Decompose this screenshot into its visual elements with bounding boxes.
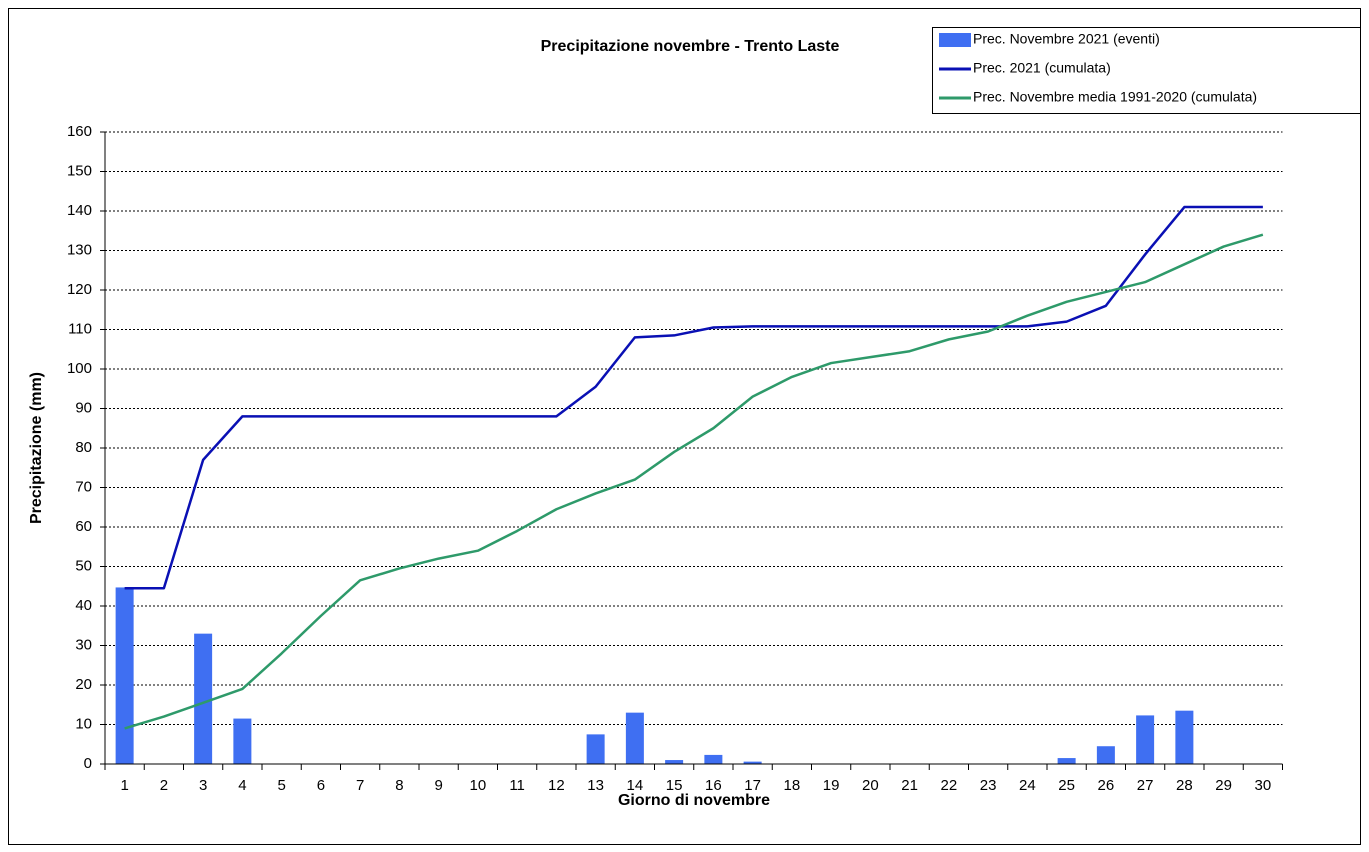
x-tick-label: 14: [627, 777, 644, 794]
bar: [194, 633, 213, 764]
x-tick-label: 13: [587, 777, 604, 794]
x-tick-label: 8: [395, 777, 403, 794]
y-tick-label: 100: [67, 360, 92, 377]
x-tick-label: 22: [941, 777, 958, 794]
legend-label: Prec. Novembre 2021 (eventi): [973, 31, 1160, 47]
x-tick-label: 26: [1098, 777, 1115, 794]
bar: [625, 712, 644, 764]
x-tick-label: 17: [744, 777, 761, 794]
y-tick-label: 30: [75, 636, 92, 653]
y-tick-label: 140: [67, 202, 92, 219]
x-tick-label: 6: [317, 777, 325, 794]
x-tick-label: 28: [1176, 777, 1193, 794]
x-tick-label: 16: [705, 777, 722, 794]
y-tick-label: 150: [67, 162, 92, 179]
x-tick-label: 11: [509, 777, 525, 794]
x-tick-label: 7: [356, 777, 364, 794]
x-tick-label: 18: [784, 777, 801, 794]
y-tick-label: 90: [75, 399, 92, 416]
legend: [932, 27, 1361, 114]
x-tick-label: 21: [901, 777, 918, 794]
bar: [115, 587, 134, 764]
y-tick-label: 110: [68, 320, 92, 337]
x-tick-label: 10: [470, 777, 487, 794]
bar: [233, 718, 252, 764]
x-tick-label: 19: [823, 777, 840, 794]
x-tick-label: 15: [666, 777, 683, 794]
y-tick-label: 160: [67, 123, 92, 140]
frame: [8, 8, 1361, 845]
y-tick-label: 80: [75, 439, 92, 456]
y-tick-label: 40: [75, 597, 92, 614]
y-tick-label: 10: [75, 715, 92, 732]
bar: [586, 734, 605, 764]
bar: [1136, 715, 1155, 764]
bar: [743, 761, 762, 764]
bar: [665, 760, 684, 764]
bar: [1057, 758, 1076, 764]
y-tick-label: 120: [67, 281, 92, 298]
x-tick-label: 20: [862, 777, 879, 794]
y-axis-label: Precipitazione (mm): [28, 372, 45, 524]
x-tick-label: 25: [1058, 777, 1075, 794]
y-tick-label: 70: [75, 478, 92, 495]
x-axis-label: Giorno di novembre: [618, 792, 770, 809]
x-tick-label: 3: [199, 777, 207, 794]
x-tick-label: 30: [1255, 777, 1272, 794]
bar: [1175, 710, 1194, 764]
x-tick-label: 5: [277, 777, 285, 794]
legend-label: Prec. Novembre media 1991-2020 (cumulata…: [973, 89, 1257, 105]
line: [124, 233, 1264, 730]
x-tick-label: 4: [238, 777, 246, 794]
x-tick-label: 27: [1137, 777, 1154, 794]
x-tick-label: 29: [1215, 777, 1232, 794]
x-tick-label: 12: [548, 777, 565, 794]
legend-label: Prec. 2021 (cumulata): [973, 60, 1111, 76]
bar: [704, 754, 723, 764]
y-tick-label: 50: [75, 557, 92, 574]
legend-swatch: [939, 33, 971, 47]
y-tick-label: 130: [67, 241, 92, 258]
y-tick-label: 20: [75, 676, 92, 693]
y-tick-label: 0: [84, 755, 92, 772]
bar: [1096, 746, 1115, 764]
x-tick-label: 9: [434, 777, 442, 794]
x-tick-label: 23: [980, 777, 997, 794]
chart-title: Precipitazione novembre - Trento Laste: [541, 38, 840, 55]
x-tick-label: 24: [1019, 777, 1036, 794]
x-tick-label: 2: [160, 777, 168, 794]
x-tick-label: 1: [120, 777, 128, 794]
line: [124, 205, 1263, 590]
y-tick-label: 60: [75, 518, 92, 535]
